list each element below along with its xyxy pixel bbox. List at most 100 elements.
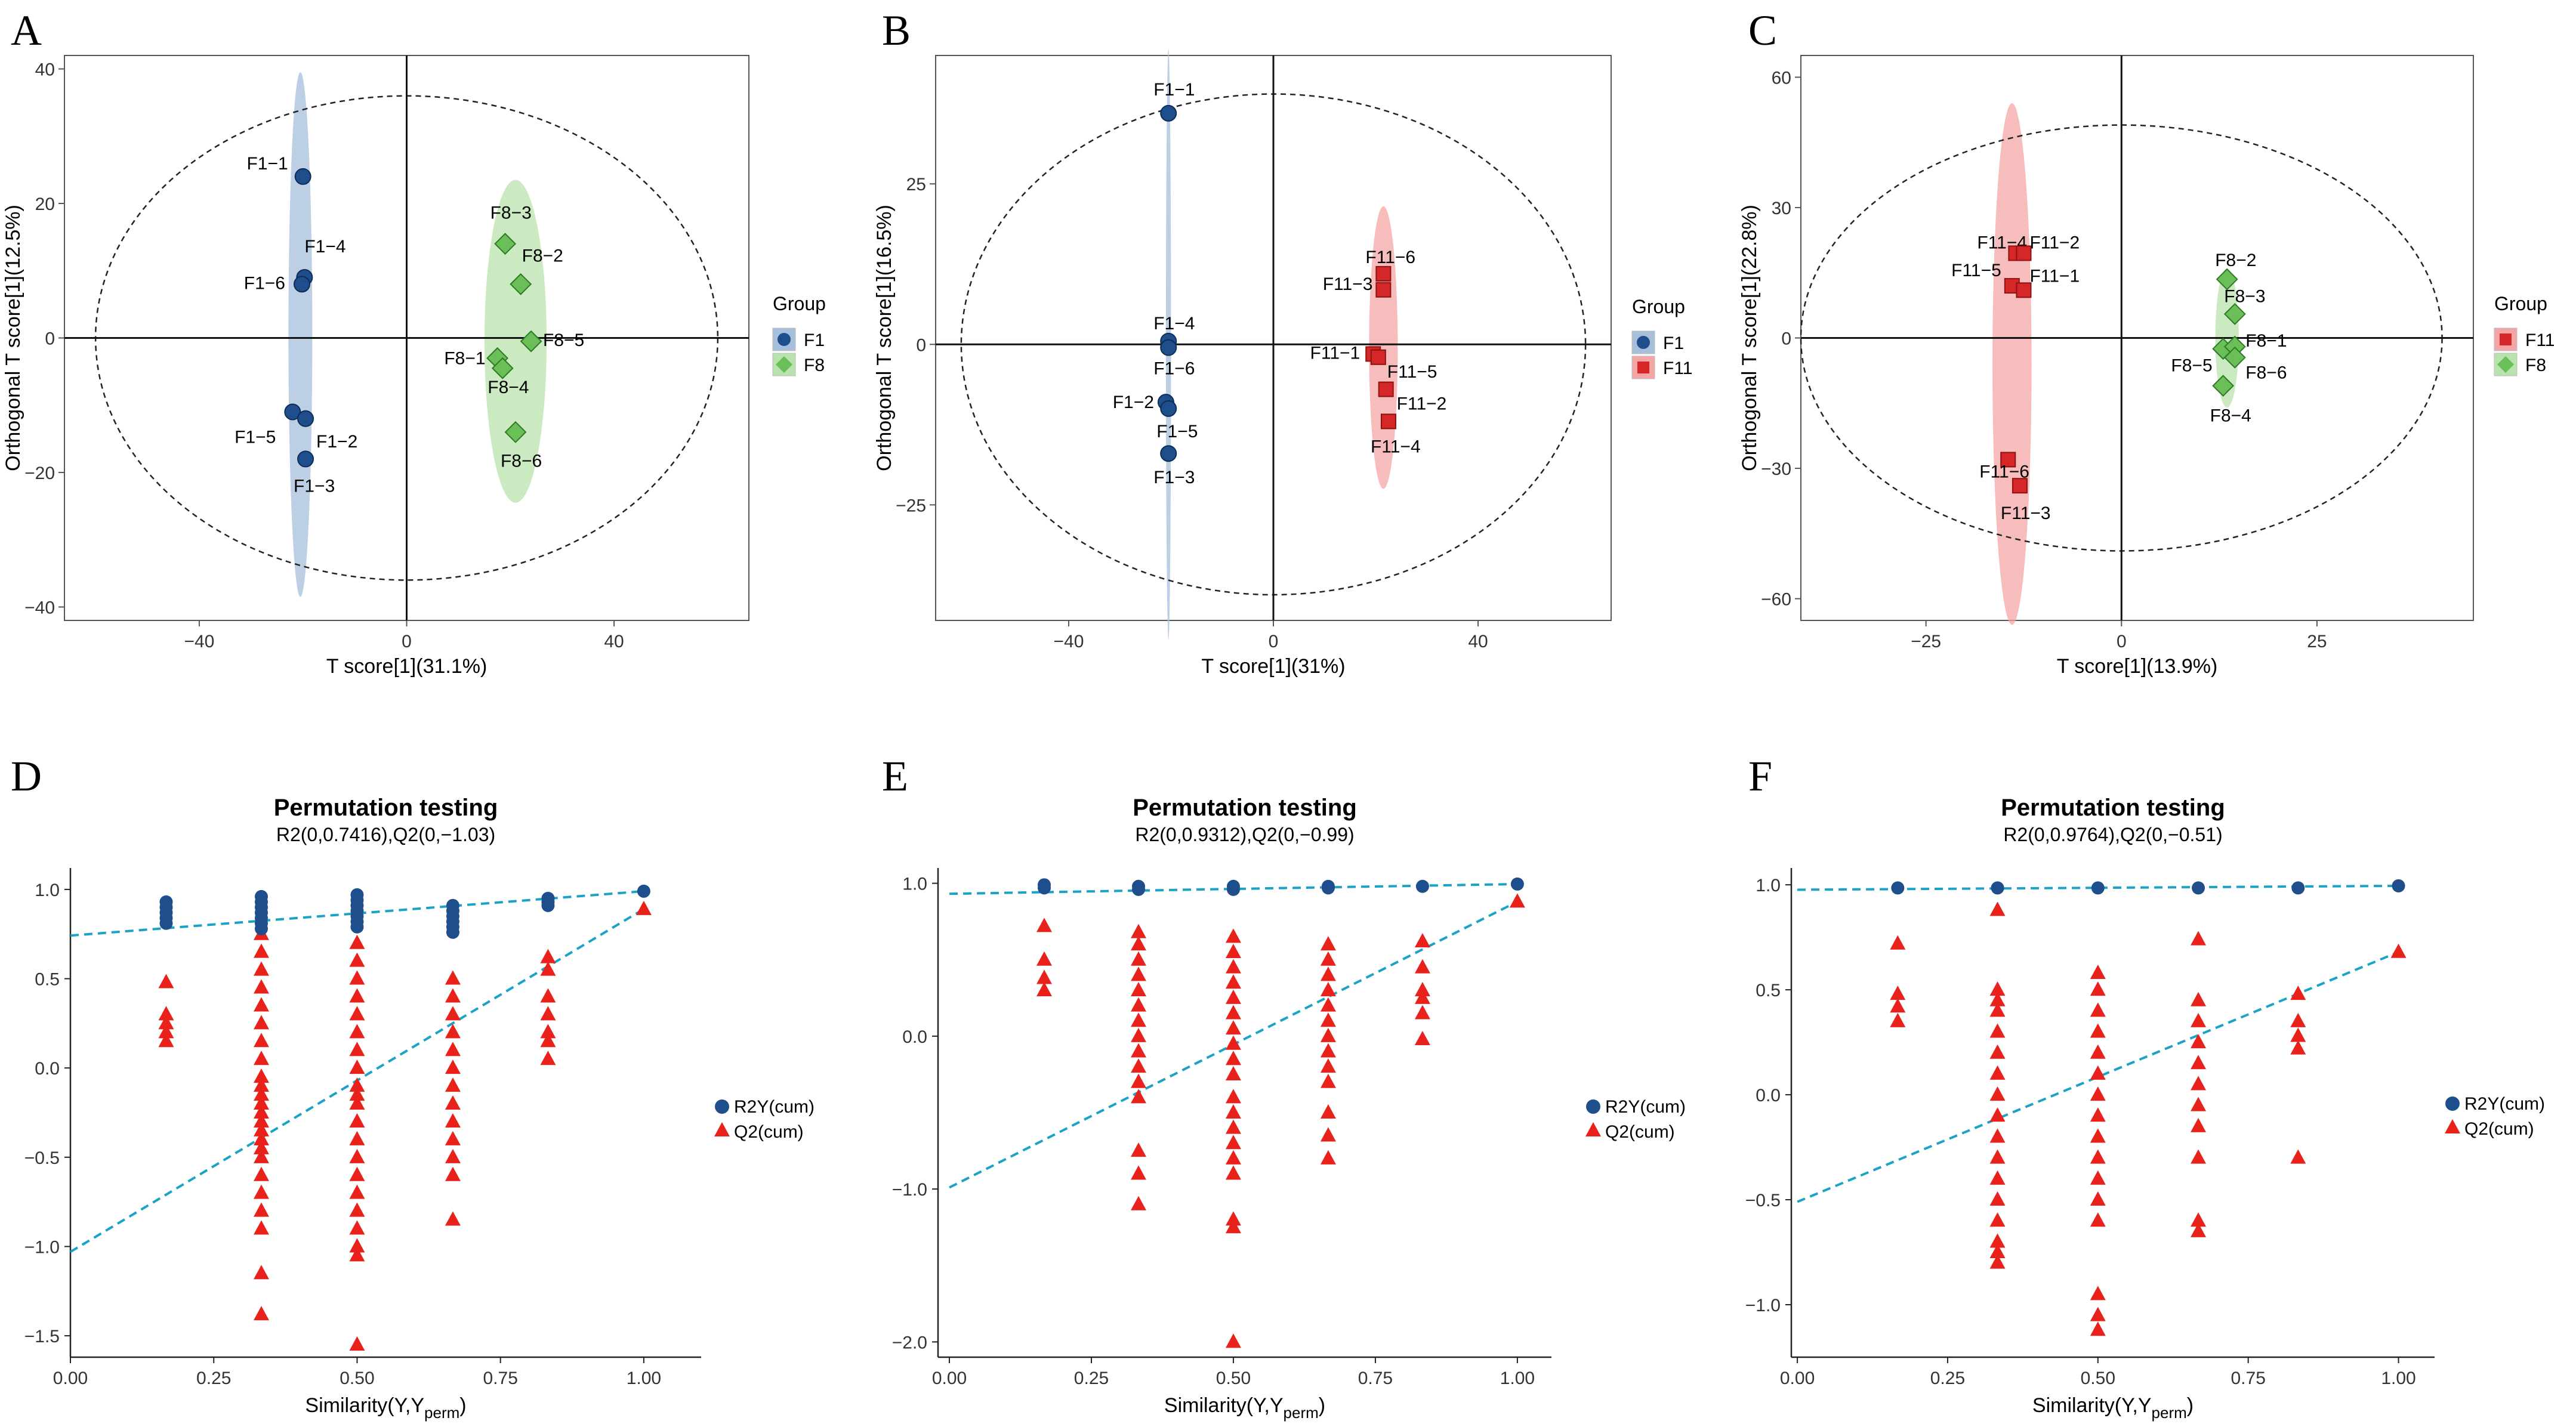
y-tick-label: 0.0 (35, 1059, 60, 1079)
q2-point (540, 1033, 556, 1048)
q2-point (445, 1077, 461, 1092)
r2y-point (637, 884, 650, 898)
point-f8 (2212, 375, 2235, 397)
x-tick-label: 0.50 (2081, 1369, 2115, 1388)
q2-point (1989, 1233, 2006, 1248)
panel-d: D Permutation testing R2(0,0.7416),Q2(0,−1… (11, 752, 815, 1422)
y-tick-label: 0.0 (902, 1027, 927, 1047)
r2y-point (1226, 882, 1240, 896)
q2-point (1131, 982, 1147, 996)
q2-point (1414, 1005, 1430, 1020)
legend-r2y-label: R2Y(cum) (1605, 1097, 1686, 1117)
q2-point (253, 1130, 269, 1145)
q2-point (349, 1166, 365, 1181)
panel-letter: B (882, 7, 911, 54)
q2-point (349, 1148, 365, 1163)
q2-point (2090, 1086, 2106, 1101)
legend-q2-symbol (2445, 1119, 2460, 1133)
q2-point (349, 1220, 365, 1235)
q2-point (1225, 1020, 1241, 1035)
legend-label: F1 (1663, 333, 1684, 353)
legend-title: Group (1632, 296, 1685, 317)
q2-point (1131, 966, 1147, 981)
r2y-point (2091, 881, 2105, 895)
q2-point (253, 1306, 269, 1321)
q2-point (1225, 1211, 1241, 1226)
legend-label: F11 (1663, 359, 1692, 378)
q2-point (1320, 1058, 1336, 1073)
q2-point (1989, 1086, 2006, 1101)
q2-point (2290, 1040, 2306, 1055)
q2-point (445, 988, 461, 1003)
panel-a: A −40 0 40 40 20 0 −20 −40 T score[1](31.1%) Ortho… (2, 7, 826, 678)
q2-point (2090, 981, 2106, 996)
x-axis-title-main: Similarity(Y,Y (2032, 1394, 2152, 1417)
q2-point (349, 952, 365, 967)
x-tick-label: 0 (1269, 632, 1279, 651)
q2-point (1989, 981, 2006, 996)
x-tick-label: 1.00 (1500, 1369, 1535, 1388)
q2-point (1320, 1104, 1336, 1119)
point-label: F8−1 (2245, 331, 2287, 351)
q2-point (1414, 1031, 1430, 1045)
q2-point (1989, 1128, 2006, 1143)
y-tick-label: −1.0 (1745, 1296, 1781, 1315)
x-tick-label: 0.50 (1216, 1369, 1251, 1388)
q2-point (1989, 991, 2006, 1006)
point-label: F8−4 (488, 378, 529, 397)
q2-point (158, 1006, 174, 1021)
q2-point (1890, 935, 1906, 950)
x-tick-label: 0.00 (1780, 1369, 1815, 1388)
y-tick-label: −0.5 (24, 1148, 60, 1168)
point-label: F1−4 (304, 237, 345, 257)
q2-point (349, 1184, 365, 1199)
q2-point (445, 1024, 461, 1039)
y-tick-label: 1.0 (1756, 876, 1781, 895)
y-tick-label: 25 (906, 175, 926, 194)
legend-symbol (778, 333, 791, 346)
y-tick-label: 20 (35, 194, 55, 214)
x-tick-label: 40 (1468, 632, 1488, 651)
y-tick-label: 1.0 (902, 875, 927, 894)
point-f1 (297, 450, 314, 468)
legend-symbol (2497, 356, 2514, 373)
q2-point (1131, 1073, 1147, 1088)
q2-point (2090, 1191, 2106, 1206)
y-tick-label: −2.0 (892, 1333, 927, 1352)
x-axis-title-main: Similarity(Y,Y (1164, 1394, 1284, 1417)
panel-letter: D (11, 752, 42, 800)
point-label: F8−2 (522, 246, 563, 265)
chart-subtitle: R2(0,0.9312),Q2(0,−0.99) (1135, 824, 1354, 845)
q2-point (1414, 989, 1430, 1004)
q2-point (253, 961, 269, 976)
q2-point (1890, 986, 1906, 1000)
point-f11 (2016, 282, 2032, 298)
q2-point (1989, 1065, 2006, 1080)
legend-title: Group (2494, 293, 2547, 314)
q2-point (445, 1006, 461, 1021)
y-tick-label: 0 (45, 329, 55, 349)
x-axis-title-end: ) (459, 1394, 466, 1417)
legend-r2y-symbol (2445, 1096, 2460, 1111)
group-ellipse-f11 (1992, 103, 2032, 625)
y-tick-label: −60 (1761, 590, 1791, 610)
x-axis-title-subscript: perm (424, 1404, 459, 1422)
point-label: F11−2 (1397, 394, 1447, 414)
chart-subtitle: R2(0,0.7416),Q2(0,−1.03) (276, 824, 495, 845)
x-axis-title: T score[1](13.9%) (2057, 655, 2218, 678)
q2-point (2191, 1149, 2207, 1164)
point-label: F11−2 (2029, 233, 2080, 252)
q2-point (1320, 966, 1336, 981)
point-label: F1−6 (244, 273, 285, 293)
q2-point (253, 1202, 269, 1217)
r2y-point (1991, 881, 2004, 895)
q2-point (1225, 1135, 1241, 1150)
chart-title: Permutation testing (2001, 795, 2225, 821)
q2-point (445, 1059, 461, 1074)
q2-point (1989, 1170, 2006, 1185)
legend-label: F11 (2525, 330, 2555, 350)
x-axis-title-subscript: perm (1284, 1404, 1319, 1422)
y-tick-label: −1.0 (892, 1180, 927, 1200)
q2-point (1890, 998, 1906, 1013)
legend-r2y-label: R2Y(cum) (2464, 1094, 2545, 1114)
